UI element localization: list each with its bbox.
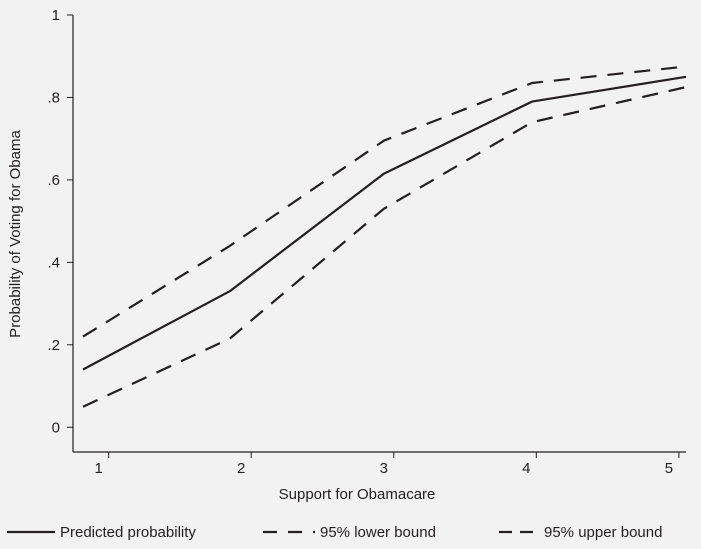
legend-item: 95% lower bound: [263, 524, 436, 541]
legend-label: 95% lower bound: [320, 524, 436, 541]
chart-legend: Predicted probability 95% lower bound 95% …: [7, 524, 662, 541]
x-tick-label: 4: [522, 460, 530, 477]
x-axis-title: Support for Obamacare: [279, 486, 436, 503]
y-tick-label: .6: [47, 172, 60, 189]
chart-series: [82, 65, 687, 408]
legend-item: Predicted probability: [7, 524, 196, 541]
y-tick-label: .4: [47, 254, 60, 271]
series-line-predicted: [82, 75, 687, 371]
y-tick-label: 1: [52, 7, 60, 24]
y-axis-ticks: 0 .2 .4 .6 .8 1: [47, 7, 73, 436]
legend-item: 95% upper bound: [499, 524, 662, 541]
y-axis-title: Probability of Voting for Obama: [7, 130, 24, 338]
legend-label: Predicted probability: [60, 524, 196, 541]
legend-label: 95% upper bound: [544, 524, 662, 541]
series-line-lower-bound: [82, 86, 687, 408]
y-tick-label: 0: [52, 419, 60, 436]
y-tick-label: .8: [47, 89, 60, 106]
y-tick-label: .2: [47, 337, 60, 354]
x-axis-ticks: 1 2 3 4 5: [94, 452, 680, 477]
x-tick-label: 2: [237, 460, 245, 477]
x-tick-label: 3: [380, 460, 388, 477]
chart-axes: [72, 15, 686, 453]
series-line-upper-bound: [82, 65, 687, 338]
x-tick-label: 1: [94, 460, 102, 477]
x-tick-label: 5: [665, 460, 673, 477]
